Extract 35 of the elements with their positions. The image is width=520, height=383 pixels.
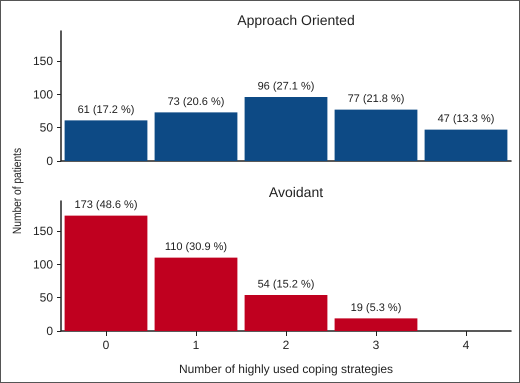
x-tick-label: 4 — [462, 338, 470, 352]
data-label: 73 (20.6 %) — [168, 96, 224, 108]
y-tick-label: 150 — [32, 54, 54, 68]
data-label: 173 (48.6 %) — [74, 199, 138, 212]
bar — [334, 318, 418, 331]
y-tick-label: 150 — [32, 224, 54, 238]
data-label: 77 (21.8 %) — [348, 93, 404, 106]
x-tick-label: 2 — [282, 338, 290, 352]
x-axis-title: Number of highly used coping strategies — [178, 362, 394, 376]
bar — [244, 295, 328, 331]
y-axis-title: Number of patients — [10, 148, 24, 234]
x-tick-label: 3 — [372, 338, 380, 352]
data-label: 47 (13.3 %) — [438, 113, 494, 126]
bar — [64, 120, 148, 161]
data-label: 61 (17.2 %) — [78, 104, 134, 116]
data-label: 110 (30.9 %) — [164, 241, 228, 254]
bar — [244, 97, 328, 161]
bar — [64, 216, 148, 331]
chart-title: Approach Oriented — [237, 12, 355, 28]
bar — [424, 130, 508, 161]
data-label: 96 (27.1 %) — [258, 80, 314, 92]
y-tick-label: 100 — [32, 87, 54, 102]
y-tick-label: 100 — [32, 257, 54, 272]
bar — [154, 112, 238, 161]
y-tick-label: 0 — [46, 154, 54, 168]
data-label: 54 (15.2 %) — [258, 278, 314, 290]
bar — [154, 258, 238, 331]
chart-title: Avoidant — [268, 184, 324, 200]
x-tick-label: 1 — [192, 338, 200, 352]
y-tick-label: 50 — [40, 120, 54, 135]
y-tick-label: 50 — [40, 290, 54, 305]
data-label: 19 (5.3 %) — [350, 302, 402, 314]
x-tick-label: 0 — [102, 338, 110, 352]
y-tick-label: 0 — [46, 324, 54, 338]
bar — [334, 110, 418, 161]
